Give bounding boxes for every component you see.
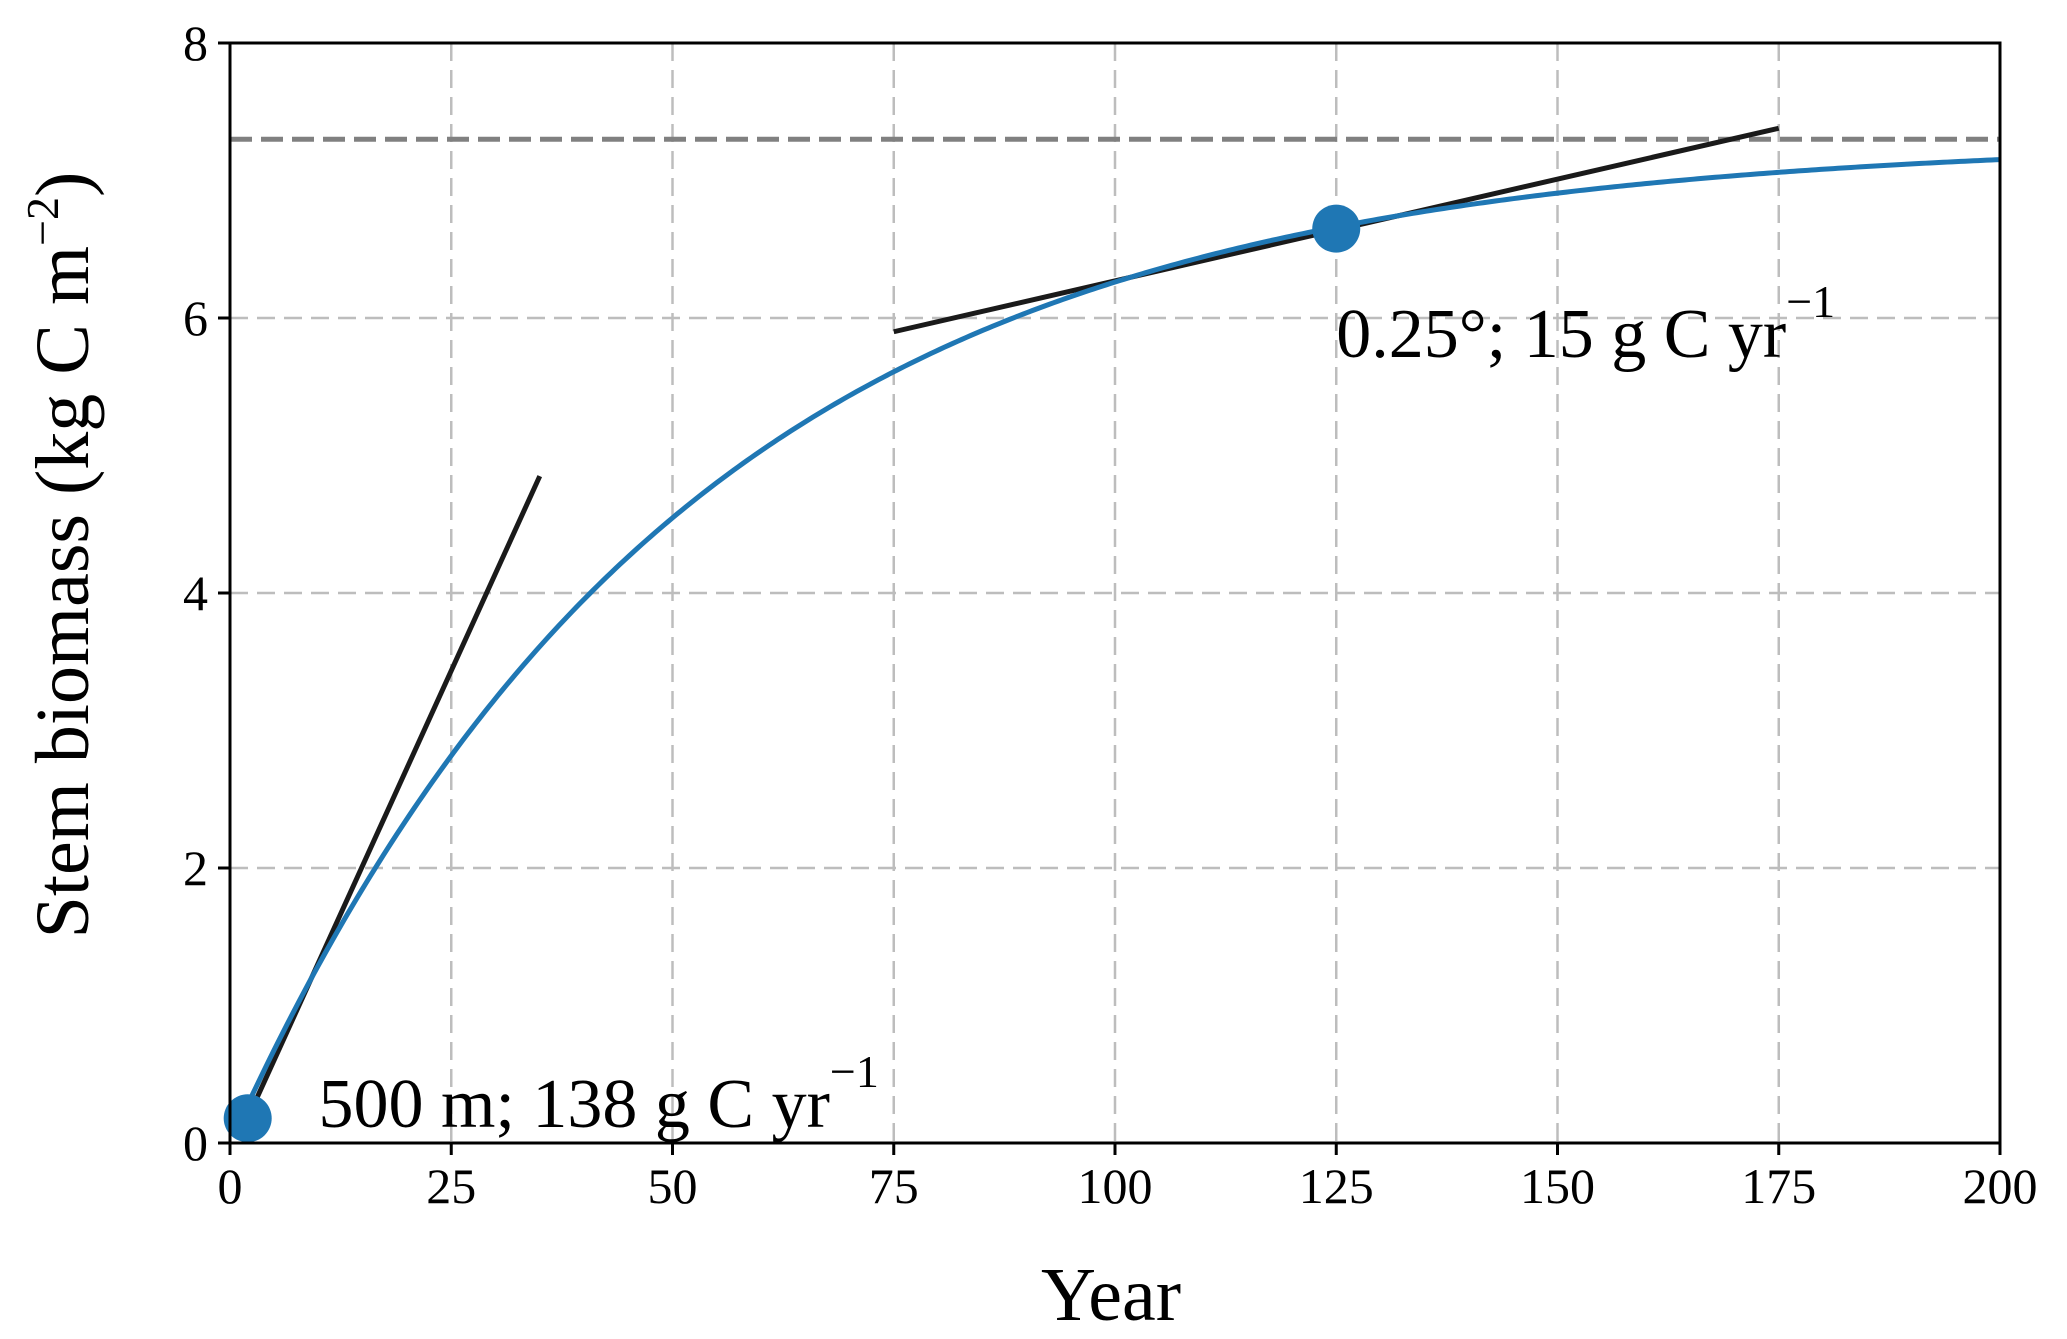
annotation-sup: −1: [830, 1046, 879, 1097]
axis-ticks: 0 25 50 75 100 125 150 175 200 0 2 4 6 8: [183, 15, 2038, 1214]
y-axis-title: Stem biomass (kg C m−2): [17, 172, 105, 939]
y-tick-label: 0: [183, 1115, 208, 1171]
y-axis-title-main: Stem biomass (kg C m: [21, 246, 105, 938]
y-tick-label: 8: [183, 15, 208, 71]
tangent-line: [245, 475, 543, 1120]
annotation-text: 500 m; 138 g C yr: [319, 1066, 830, 1143]
tangent-lines: [245, 125, 1780, 1120]
grid: [230, 43, 2000, 1143]
highlight-points: [223, 204, 1361, 1143]
x-tick-label: 150: [1520, 1158, 1595, 1214]
x-tick-label: 125: [1299, 1158, 1374, 1214]
annotations: 500 m; 138 g C yr−10.25°; 15 g C yr−1: [319, 276, 1836, 1143]
highlight-point: [1312, 204, 1361, 253]
y-tick-label: 6: [183, 290, 208, 346]
annotation-label: 500 m; 138 g C yr−1: [319, 1046, 879, 1143]
x-axis-title: Year: [1041, 1253, 1181, 1337]
x-tick-label: 75: [869, 1158, 919, 1214]
x-tick-label: 0: [218, 1158, 243, 1214]
y-axis-title-sup: −2: [17, 197, 68, 246]
y-tick-label: 2: [183, 840, 208, 896]
x-tick-label: 200: [1963, 1158, 2038, 1214]
annotation-sup: −1: [1786, 276, 1835, 327]
annotation-label: 0.25°; 15 g C yr−1: [1336, 276, 1835, 373]
x-tick-label: 175: [1741, 1158, 1816, 1214]
x-tick-label: 100: [1078, 1158, 1153, 1214]
highlight-point: [223, 1094, 272, 1143]
y-tick-label: 4: [183, 565, 208, 621]
x-tick-label: 25: [426, 1158, 476, 1214]
annotation-text: 0.25°; 15 g C yr: [1336, 296, 1786, 373]
biomass-curve: [245, 157, 2001, 1106]
x-tick-label: 50: [648, 1158, 698, 1214]
y-axis-title-close: ): [21, 172, 105, 197]
